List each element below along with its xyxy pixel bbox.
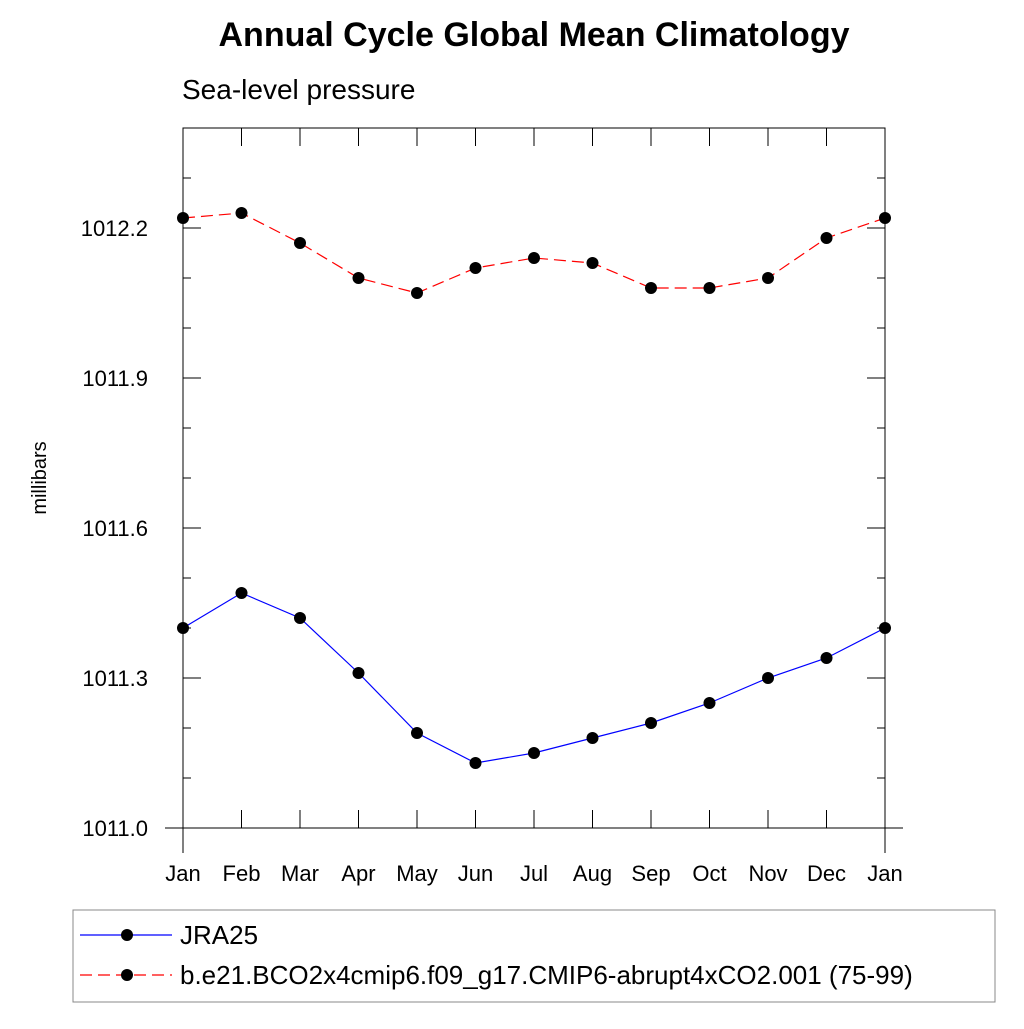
data-point-0 [177, 622, 189, 634]
data-point-1 [352, 272, 365, 284]
y-tick-label: 1011.9 [82, 366, 148, 391]
data-point-0 [586, 732, 599, 744]
chart-title: Annual Cycle Global Mean Climatology [219, 16, 850, 54]
data-point-1 [586, 257, 599, 269]
legend-label-0: JRA25 [180, 920, 258, 950]
x-tick-label: Jul [520, 861, 548, 886]
data-point-1 [411, 287, 423, 299]
legend-marker-0 [121, 929, 133, 941]
data-point-0 [645, 717, 657, 729]
data-point-0 [235, 587, 248, 599]
x-tick-label: Oct [692, 861, 726, 886]
data-point-1 [294, 237, 306, 249]
x-tick-label: Feb [223, 861, 261, 886]
legend-marker-1 [121, 969, 133, 981]
x-tick-label: Nov [748, 861, 787, 886]
series-line-0 [182, 592, 886, 764]
y-axis-label: millibars [29, 441, 51, 514]
x-tick-label: Jan [867, 861, 902, 886]
data-point-1 [528, 252, 540, 264]
plot-frame [182, 127, 886, 829]
data-point-0 [411, 727, 423, 739]
data-point-0 [294, 612, 306, 624]
y-tick-label: 1011.6 [82, 516, 148, 541]
legend-label-1: b.e21.BCO2x4cmip6.f09_g17.CMIP6-abrupt4x… [180, 960, 913, 990]
series-group [177, 207, 891, 769]
x-tick-label: Jan [165, 861, 200, 886]
x-tick-label: Dec [807, 861, 846, 886]
x-tick-label: Mar [281, 861, 319, 886]
y-tick-label: 1012.2 [81, 216, 148, 241]
data-point-1 [645, 282, 657, 294]
data-point-1 [235, 207, 248, 219]
chart-subtitle: Sea-level pressure [182, 74, 415, 105]
legend: JRA25 b.e21.BCO2x4cmip6.f09_g17.CMIP6-abr… [80, 920, 913, 990]
x-tick-label: Sep [631, 861, 670, 886]
data-point-0 [762, 672, 774, 684]
data-point-0 [820, 652, 833, 664]
data-point-0 [469, 757, 482, 769]
data-point-1 [177, 212, 189, 224]
y-tick-label: 1011.0 [82, 816, 148, 841]
x-tick-label: May [396, 861, 438, 886]
axis-ticks [165, 127, 903, 853]
x-tick-label: Jun [458, 861, 493, 886]
data-point-1 [762, 272, 774, 284]
y-tick-label: 1011.3 [82, 666, 148, 691]
x-tick-label: Apr [341, 861, 375, 886]
data-point-0 [879, 622, 891, 634]
data-point-1 [469, 262, 482, 274]
x-tick-label: Aug [573, 861, 612, 886]
data-point-0 [703, 697, 716, 709]
data-point-1 [820, 232, 833, 244]
x-tick-labels: Jan Feb Mar Apr May Jun Jul Aug Sep Oct Nov Dec Jan [165, 861, 902, 886]
y-tick-labels: 1011.0 1011.3 1011.6 1011.9 1012.2 [81, 216, 148, 841]
data-point-0 [352, 667, 365, 679]
legend-box [72, 909, 996, 1003]
data-point-1 [879, 212, 891, 224]
data-point-0 [528, 747, 540, 759]
data-point-1 [703, 282, 716, 294]
